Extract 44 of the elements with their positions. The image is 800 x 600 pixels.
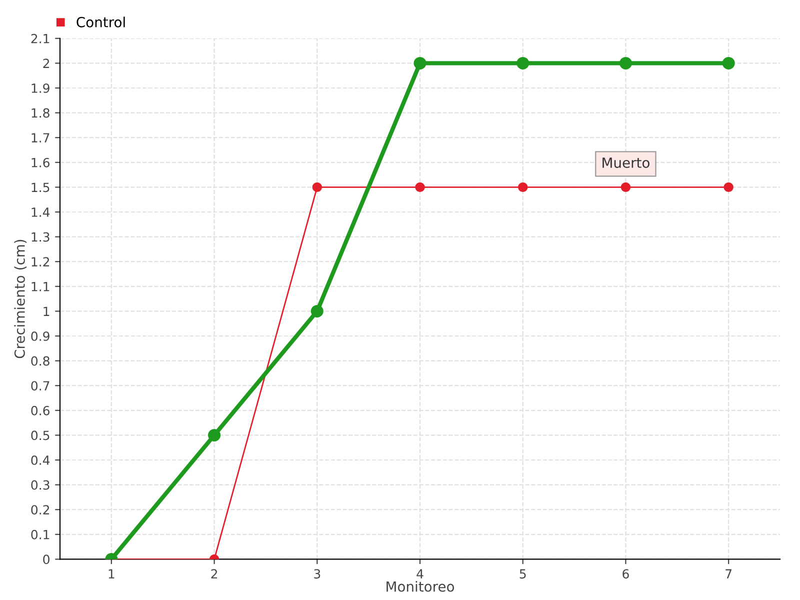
x-tick-label: 6 — [622, 569, 629, 579]
x-tick-label: 3 — [314, 569, 320, 579]
legend-label: Control — [76, 16, 125, 28]
y-tick-label: 0.1 — [31, 530, 50, 540]
y-tick-label: 1.2 — [32, 257, 50, 266]
point — [518, 182, 528, 192]
y-tick-label: 0.4 — [31, 455, 50, 465]
y-axis-title: Crecimiento (cm) — [14, 240, 27, 358]
x-tick-label: 4 — [416, 569, 424, 578]
x-tick-label: 1 — [108, 569, 114, 578]
y-tick-label: 1.9 — [32, 83, 50, 93]
point — [619, 56, 632, 70]
point — [310, 304, 324, 318]
point — [724, 182, 734, 192]
x-tick-label: 7 — [726, 569, 732, 578]
y-tick-label: 1.3 — [32, 232, 50, 242]
x-axis-title: Monitoreo — [386, 581, 454, 592]
y-tick-label: 2.1 — [31, 34, 50, 44]
y-tick-label: 1 — [44, 306, 50, 316]
y-tick-label: 1.7 — [32, 133, 50, 142]
x-tick-label: 5 — [520, 569, 526, 579]
y-tick-label: 0.7 — [31, 381, 50, 391]
y-tick-label: 0.9 — [31, 331, 50, 341]
point — [415, 182, 425, 192]
point — [620, 182, 631, 192]
y-tick-label: 1.5 — [32, 182, 50, 192]
y-tick-label: 1.1 — [32, 282, 50, 292]
annotation: Muerto — [602, 158, 650, 168]
point — [722, 56, 735, 70]
y-tick-label: 0.5 — [31, 430, 50, 440]
y-tick-label: 1.8 — [32, 108, 50, 118]
y-tick-label: 0.3 — [31, 480, 50, 490]
y-tick-label: 0.2 — [31, 505, 50, 515]
point — [208, 428, 221, 442]
x-tick-label: 2 — [211, 569, 218, 578]
y-tick-label: 0 — [43, 554, 50, 564]
y-tick-label: 0.6 — [31, 406, 50, 416]
point — [516, 56, 530, 70]
y-tick-label: 1.4 — [32, 208, 50, 217]
y-tick-label: 0.8 — [31, 356, 50, 366]
y-tick-label: 1.6 — [32, 158, 50, 168]
y-tick-label: 2 — [43, 58, 50, 68]
point — [414, 56, 426, 70]
point — [312, 182, 322, 192]
